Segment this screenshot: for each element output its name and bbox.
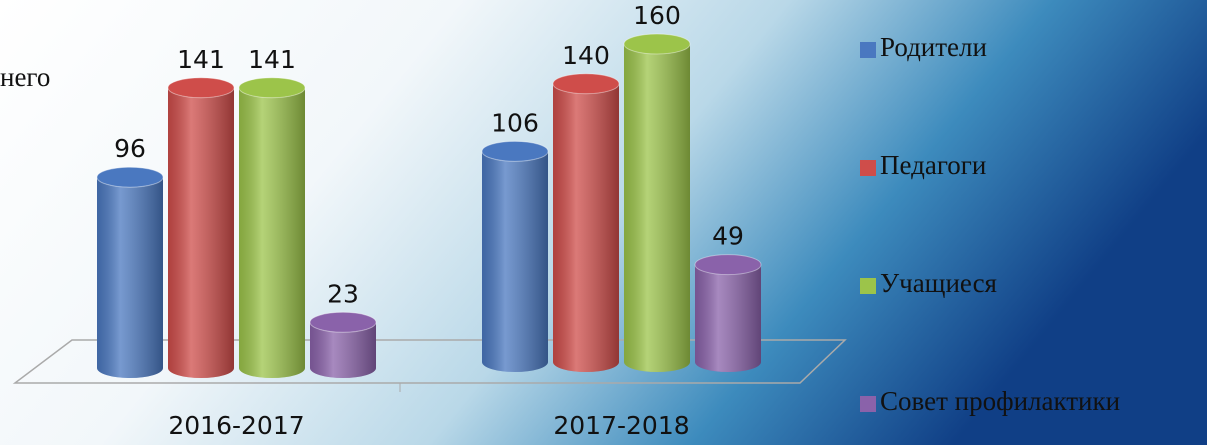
- legend-label: Педагоги: [880, 150, 986, 180]
- data-label: 49: [712, 222, 744, 251]
- bar-top: [167, 77, 235, 99]
- bar-shade: [168, 87, 234, 378]
- x-tick-label: 2016-2017: [168, 411, 304, 440]
- bar-top: [309, 311, 377, 333]
- data-label: 160: [633, 1, 681, 30]
- bar-top: [552, 73, 620, 95]
- annotation: него: [0, 62, 50, 92]
- legend-label: Родители: [880, 32, 987, 62]
- data-label: 106: [491, 108, 539, 137]
- x-tick-label: 2017-2018: [553, 411, 689, 440]
- legend-swatch: [860, 396, 876, 412]
- bar-shade: [482, 151, 548, 372]
- bar-shade: [97, 177, 163, 378]
- data-label: 141: [177, 45, 225, 74]
- bar-top: [481, 140, 549, 162]
- data-label: 96: [114, 134, 146, 163]
- data-label: 141: [248, 45, 296, 74]
- bar-shade: [553, 83, 619, 372]
- floor: [12, 339, 847, 384]
- bar-top: [623, 33, 691, 55]
- bar-shade: [695, 264, 761, 372]
- bar-top: [96, 166, 164, 188]
- bar-shade: [310, 322, 376, 378]
- legend-swatch: [860, 42, 876, 58]
- data-label: 140: [562, 41, 610, 70]
- legend-swatch: [860, 160, 876, 176]
- bar-top: [238, 77, 306, 99]
- bar-shade: [624, 44, 690, 372]
- legend-swatch: [860, 278, 876, 294]
- bar-top: [694, 254, 762, 276]
- data-label: 23: [327, 279, 359, 308]
- bar-shade: [239, 87, 305, 378]
- legend-label: Совет профилактики: [880, 386, 1120, 416]
- legend-label: Учащиеся: [880, 268, 997, 298]
